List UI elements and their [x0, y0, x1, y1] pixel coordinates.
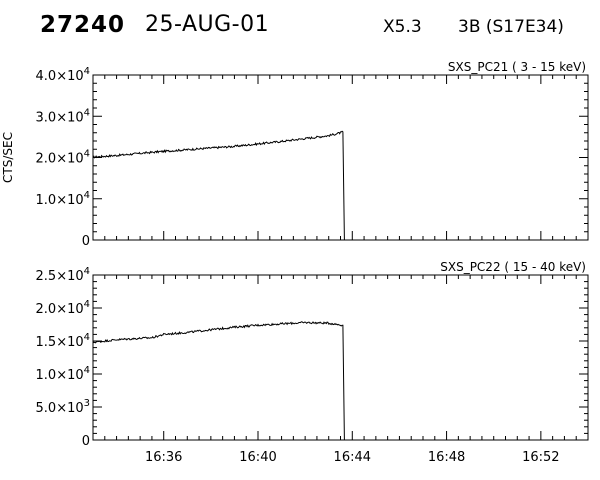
plot-frame — [92, 274, 589, 441]
panel-pc22: 0 5.0×103 1.0×104 1.5×104 2.0×104 2.5×104 SXS_… — [36, 260, 589, 465]
y-tick-label: 0 — [82, 234, 90, 249]
x-tick-label: 16:52 — [522, 450, 559, 465]
optical-class: 3B (S17E34) — [458, 17, 564, 37]
y-tick-label: 3.0×104 — [36, 107, 90, 125]
series-line — [92, 321, 345, 441]
plot-frame — [92, 74, 589, 241]
y-tick-label: 1.0×104 — [36, 365, 90, 383]
y-tick-label: 1.0×104 — [36, 190, 90, 208]
event-id: 27240 — [40, 12, 126, 38]
panel-title: SXS_PC21 ( 3 - 15 keV) — [448, 60, 586, 74]
y-tick-label: 5.0×103 — [36, 398, 90, 416]
y-tick-label: 1.5×104 — [36, 332, 90, 350]
y-tick-label: 0 — [82, 434, 90, 449]
y-tick-label: 4.0×104 — [36, 66, 90, 84]
y-tick-label: 2.5×104 — [36, 266, 90, 284]
y-axis-label: CTS/SEC — [1, 132, 15, 183]
series-line — [92, 130, 345, 241]
panel-title: SXS_PC22 ( 15 - 40 keV) — [440, 260, 586, 274]
x-tick-label: 16:48 — [428, 450, 465, 465]
goes-class: X5.3 — [383, 17, 422, 37]
x-tick-label: 16:44 — [334, 450, 371, 465]
panel-pc21: 0 1.0×104 2.0×104 3.0×104 4.0×104 SXS_PC21 ( … — [1, 60, 589, 249]
y-tick-label: 2.0×104 — [36, 149, 90, 167]
x-tick-label: 16:36 — [145, 450, 182, 465]
x-tick-label: 16:40 — [239, 450, 276, 465]
y-tick-label: 2.0×104 — [36, 299, 90, 317]
event-date: 25-AUG-01 — [145, 12, 270, 37]
